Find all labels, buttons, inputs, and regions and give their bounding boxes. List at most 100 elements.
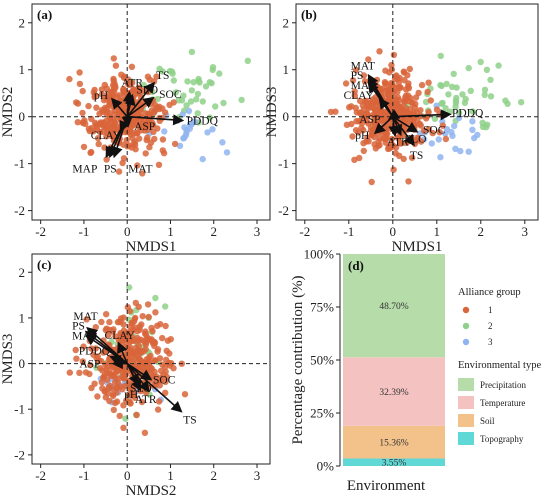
sample-point-group-1 — [171, 140, 179, 148]
sample-point-group-1 — [115, 92, 123, 99]
sample-point-group-1 — [349, 133, 356, 140]
sample-point-group-1 — [112, 62, 120, 69]
sample-point-group-2 — [483, 66, 491, 74]
sample-point-group-3 — [185, 107, 193, 115]
sample-point-group-1 — [106, 109, 113, 117]
sample-point-group-1 — [133, 411, 140, 419]
sample-point-group-1 — [134, 162, 141, 169]
y-tick-label: -2 — [14, 203, 25, 218]
sample-point-group-1 — [99, 108, 107, 116]
x-tick-label: 3 — [522, 224, 529, 239]
sample-point-group-1 — [357, 109, 364, 116]
x-tick-label: 0 — [390, 224, 397, 239]
sample-point-group-2 — [461, 99, 469, 107]
sample-point-group-1 — [110, 55, 118, 62]
sample-point-group-1 — [388, 135, 396, 143]
sample-point-group-1 — [98, 91, 106, 98]
sample-point-group-1 — [120, 402, 127, 409]
x-tick-label: 2 — [210, 468, 217, 483]
vector-label-pddq: PDDQ — [79, 346, 111, 358]
sample-point-group-1 — [116, 412, 123, 420]
sample-point-group-1 — [115, 168, 123, 175]
sample-point-group-1 — [142, 110, 149, 117]
sample-point-group-1 — [135, 342, 142, 350]
y-tick-label: 50% — [310, 353, 334, 368]
sample-point-group-1 — [348, 103, 355, 110]
y-tick-label: 75% — [310, 300, 334, 315]
sample-point-group-1 — [112, 399, 119, 407]
sample-point-group-1 — [159, 147, 166, 154]
sample-point-group-1 — [101, 388, 108, 395]
sample-point-group-2 — [467, 87, 474, 95]
sample-point-group-1 — [116, 111, 124, 119]
sample-point-group-2 — [453, 94, 460, 102]
vector-label-soc: SOC — [153, 375, 176, 387]
environment-legend-label: Temperature — [480, 398, 525, 408]
sample-point-group-1 — [107, 127, 114, 134]
y-tick-label: -2 — [14, 447, 25, 462]
panel-label: (a) — [37, 7, 52, 22]
sample-point-group-1 — [113, 385, 121, 392]
sample-point-group-3 — [176, 142, 184, 149]
panel-label: (c) — [37, 257, 51, 272]
sample-point-group-2 — [487, 76, 494, 84]
y-tick-label: 1 — [19, 62, 26, 77]
sample-point-group-1 — [181, 391, 189, 398]
sample-point-group-1 — [73, 355, 80, 362]
x-tick-label: 1 — [167, 224, 174, 239]
sample-point-group-1 — [137, 127, 145, 134]
sample-point-group-2 — [188, 48, 196, 56]
sample-point-group-3 — [180, 135, 187, 142]
sample-point-group-1 — [154, 406, 162, 413]
vector-label-map: MAP — [72, 330, 97, 342]
sample-point-group-3 — [457, 147, 464, 155]
sample-point-group-1 — [401, 110, 409, 117]
sample-point-group-1 — [120, 155, 128, 162]
sample-point-group-1 — [382, 67, 389, 74]
sample-point-group-1 — [406, 65, 413, 73]
bar-segment-topography — [343, 458, 445, 466]
sample-point-group-1 — [414, 134, 421, 141]
sample-point-group-1 — [137, 336, 145, 343]
bar-segment-label: 32.39% — [379, 388, 408, 398]
bar-segment-precipitation — [343, 254, 445, 358]
vector-label-slo: SLO — [136, 85, 158, 97]
environment-legend-label: Topography — [480, 434, 524, 444]
bar-segment-label: 3.55% — [382, 459, 407, 469]
x-tick-label: 3 — [254, 468, 261, 483]
sample-point-group-1 — [117, 318, 124, 325]
sample-point-group-2 — [238, 96, 245, 104]
sample-point-group-1 — [136, 135, 143, 142]
sample-point-group-2 — [477, 58, 484, 66]
sample-point-group-2 — [438, 100, 445, 107]
sample-point-group-2 — [168, 68, 176, 75]
sample-point-group-1 — [124, 80, 131, 87]
y-tick-label: 25% — [310, 406, 334, 421]
sample-point-group-1 — [76, 369, 83, 376]
sample-point-group-1 — [85, 102, 92, 110]
vector-arrow-soc — [126, 96, 155, 118]
sample-point-group-1 — [420, 127, 428, 134]
sample-point-group-2 — [455, 109, 463, 117]
sample-point-group-2 — [469, 108, 476, 115]
sample-point-group-3 — [204, 129, 211, 136]
sample-point-group-1 — [136, 323, 143, 330]
sample-point-group-1 — [388, 87, 396, 95]
sample-point-group-1 — [79, 109, 86, 117]
sample-point-group-1 — [154, 346, 162, 353]
vector-label-slo: SLO — [405, 134, 427, 146]
sample-point-group-1 — [342, 80, 350, 87]
sample-point-group-1 — [146, 76, 153, 83]
sample-point-group-2 — [172, 89, 180, 96]
sample-point-group-2 — [187, 98, 195, 105]
vector-arrow-clay — [117, 341, 128, 364]
sample-point-group-1 — [124, 304, 131, 311]
sample-point-group-3 — [219, 139, 226, 146]
sample-point-group-1 — [142, 150, 149, 157]
sample-point-group-1 — [157, 321, 164, 328]
sample-point-group-1 — [109, 392, 117, 400]
x-tick-label: 3 — [254, 224, 261, 239]
sample-point-group-1 — [427, 97, 434, 104]
y-tick-label: 0 — [283, 109, 290, 124]
